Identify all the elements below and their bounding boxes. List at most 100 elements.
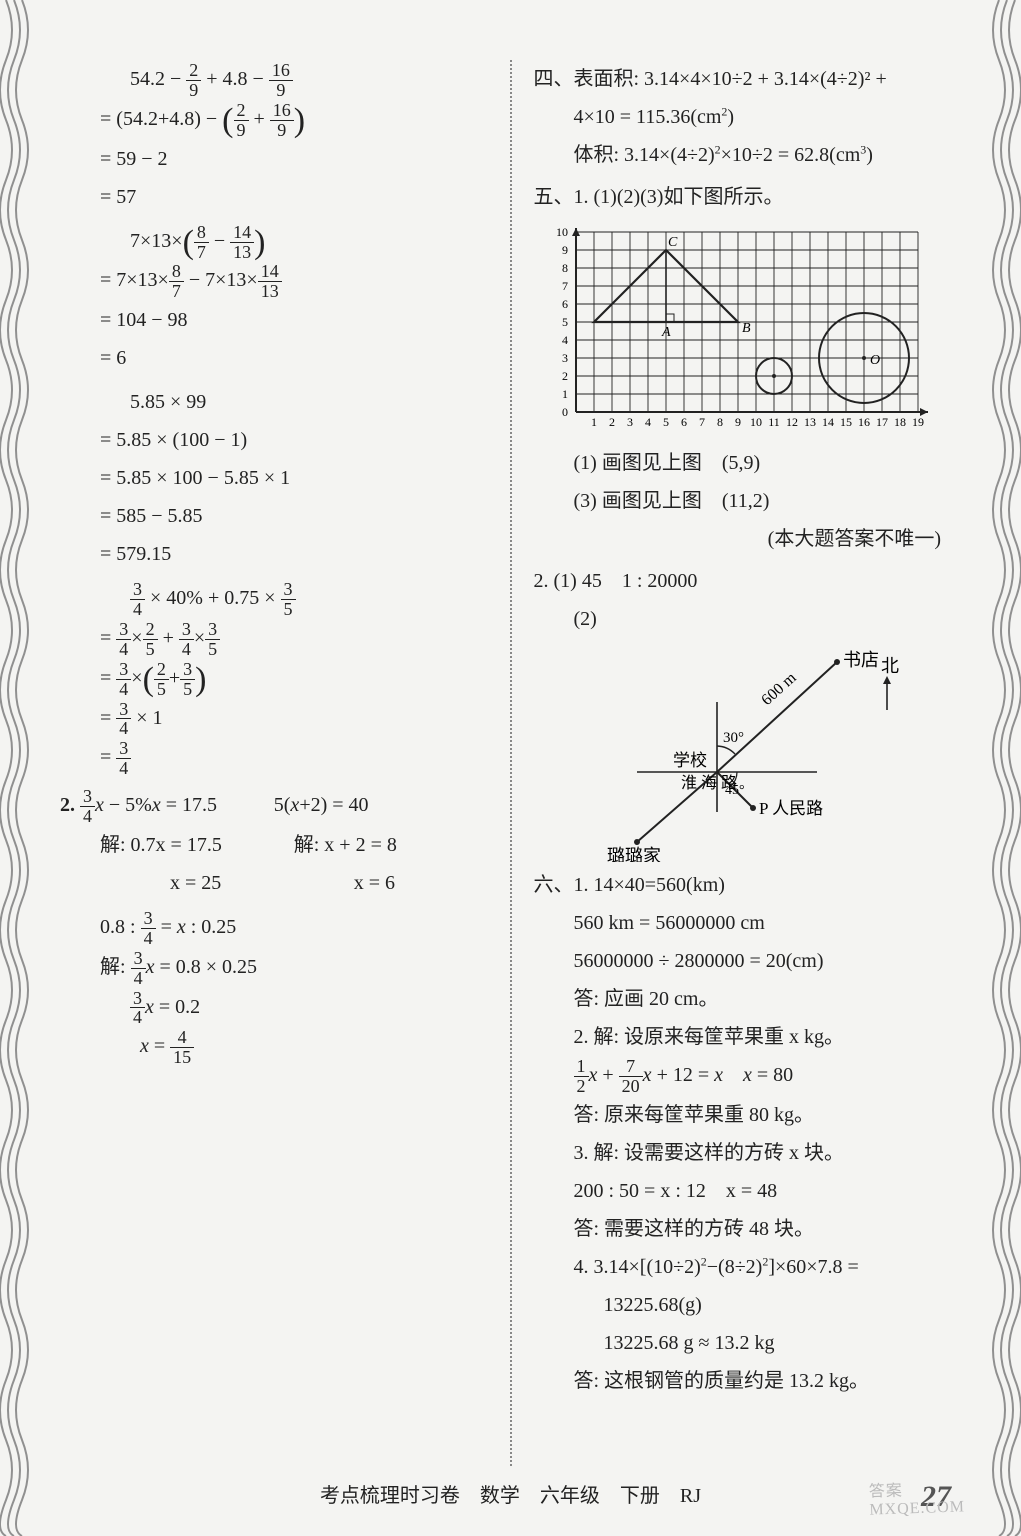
svg-text:A: A [661, 325, 671, 340]
svg-text:7: 7 [562, 279, 568, 293]
sec6-q1-l2: 560 km = 56000000 cm [534, 904, 962, 942]
svg-text:2: 2 [609, 415, 615, 429]
calc2-line4: = 6 [60, 339, 488, 377]
sec6-q1-l4: 答: 应画 20 cm。 [534, 980, 962, 1018]
calc3-line5: = 579.15 [60, 535, 488, 573]
p2-eq1-q: 2. 34x − 5%x = 17.5 [60, 786, 274, 826]
svg-text:4: 4 [645, 415, 651, 429]
svg-text:C: C [668, 235, 678, 250]
border-left-wave [0, 0, 36, 1536]
svg-text:6: 6 [562, 297, 568, 311]
svg-text:0: 0 [562, 405, 568, 419]
svg-text:1: 1 [562, 387, 568, 401]
svg-text:10: 10 [750, 415, 762, 429]
svg-text:10: 10 [556, 225, 568, 239]
svg-text:北: 北 [881, 656, 899, 676]
sec4-line2: 4×10 = 115.36(cm2) [534, 98, 962, 136]
svg-text:淮 海 路: 淮 海 路 [681, 774, 737, 792]
calc3-line3: = 5.85 × 100 − 5.85 × 1 [60, 459, 488, 497]
calc1-line1: 54.2 − 29 + 4.8 − 169 [60, 60, 488, 100]
calc3-line4: = 585 − 5.85 [60, 497, 488, 535]
border-right-wave [985, 0, 1021, 1536]
sec5-q1-b: (3) 画图见上图 (11,2) [534, 482, 962, 520]
sec5-q1-a: (1) 画图见上图 (5,9) [534, 444, 962, 482]
svg-text:9: 9 [562, 243, 568, 257]
svg-text:5: 5 [562, 315, 568, 329]
svg-text:8: 8 [717, 415, 723, 429]
sec6-q3-l3: 答: 需要这样的方砖 48 块。 [534, 1210, 962, 1248]
sec6-q1-l1: 六、1. 14×40=560(km) [534, 866, 962, 904]
grid-plot: A B C O 12345678910111213141516171819012… [546, 222, 946, 442]
calc2-line2: = 7×13×87 − 7×13×1413 [60, 261, 488, 301]
p2-eq2-q: 5(x+2) = 40 [274, 786, 488, 826]
svg-text:16: 16 [858, 415, 870, 429]
sec6-q4-l3: 13225.68 g ≈ 13.2 kg [534, 1324, 962, 1362]
sec6-q2-l3: 答: 原来每筐苹果重 80 kg。 [534, 1096, 962, 1134]
p2-eq3-q: 0.8 : 34 = x : 0.25 [60, 908, 488, 948]
p2-eq3-s1: 解: 34x = 0.8 × 0.25 [60, 948, 488, 988]
sec6-q4-l4: 答: 这根钢管的质量约是 13.2 kg。 [534, 1362, 962, 1400]
svg-text:4: 4 [562, 333, 568, 347]
svg-text:学校: 学校 [673, 751, 707, 770]
p2-eq1-s1: 解: 0.7x = 17.5 [60, 826, 294, 864]
content-area: 54.2 − 29 + 4.8 − 169 = (54.2+4.8) − (29… [60, 60, 961, 1466]
calc1-line3: = 59 − 2 [60, 140, 488, 178]
calc4-line1: 34 × 40% + 0.75 × 35 [60, 579, 488, 619]
svg-text:P 人民路: P 人民路 [759, 799, 823, 818]
p2-eq3-s3: x = 415 [60, 1027, 488, 1067]
svg-text:1: 1 [591, 415, 597, 429]
svg-text:2: 2 [562, 369, 568, 383]
sec5-q2-header: 2. (1) 45 1 : 20000 [534, 562, 962, 600]
left-column: 54.2 − 29 + 4.8 − 169 = (54.2+4.8) − (29… [60, 60, 506, 1466]
svg-text:3: 3 [562, 351, 568, 365]
sec6-q4-l2: 13225.68(g) [534, 1286, 962, 1324]
svg-text:19: 19 [912, 415, 924, 429]
svg-text:13: 13 [804, 415, 816, 429]
sec6-q2-l2: 12x + 720x + 12 = x x = 80 [534, 1056, 962, 1096]
calc4-line3: = 34×(25+35) [60, 659, 488, 699]
direction-map: 书店 600 m 30° P 人民路 45° 璐璐家 [567, 642, 927, 862]
sec6-q1-l3: 56000000 ÷ 2800000 = 20(cm) [534, 942, 962, 980]
sec6-q3-l1: 3. 解: 设需要这样的方砖 x 块。 [534, 1134, 962, 1172]
svg-text:18: 18 [894, 415, 906, 429]
sec6-q3-l2: 200 : 50 = x : 12 x = 48 [534, 1172, 962, 1210]
sec5-header: 五、1. (1)(2)(3)如下图所示。 [534, 178, 962, 216]
calc4-line5: = 34 [60, 738, 488, 778]
sec6-q2-l1: 2. 解: 设原来每筐苹果重 x kg。 [534, 1018, 962, 1056]
right-column: 四、表面积: 3.14×4×10÷2 + 3.14×(4÷2)² + 4×10 … [516, 60, 962, 1466]
svg-text:B: B [742, 321, 751, 336]
calc1-line2: = (54.2+4.8) − (29 + 169) [60, 100, 488, 140]
svg-text:11: 11 [768, 415, 780, 429]
calc2-line3: = 104 − 98 [60, 301, 488, 339]
watermark: 答案MXQE.COM [869, 1474, 966, 1519]
p2-label: 2. [60, 794, 75, 816]
svg-text:书店: 书店 [843, 650, 879, 670]
sec4-line3: 体积: 3.14×(4÷2)2×10÷2 = 62.8(cm3) [534, 136, 962, 174]
svg-text:17: 17 [876, 415, 888, 429]
calc3-line2: = 5.85 × (100 − 1) [60, 421, 488, 459]
svg-text:5: 5 [663, 415, 669, 429]
sec4-line1: 四、表面积: 3.14×4×10÷2 + 3.14×(4÷2)² + [534, 60, 962, 98]
svg-text:14: 14 [822, 415, 834, 429]
svg-text:O: O [870, 353, 880, 368]
svg-text:6: 6 [681, 415, 687, 429]
sec5-q1-note: (本大题答案不唯一) [534, 520, 962, 558]
p2-eq1-s2: x = 25 [60, 864, 304, 902]
sec5-q2-sub: (2) [534, 600, 962, 638]
svg-text:15: 15 [840, 415, 852, 429]
calc1-line4: = 57 [60, 178, 488, 216]
sec6-q4-l1: 4. 3.14×[(10÷2)2−(8÷2)2]×60×7.8 = [534, 1248, 962, 1286]
svg-text:12: 12 [786, 415, 798, 429]
svg-text:600 m: 600 m [759, 669, 801, 709]
calc4-line2: = 34×25 + 34×35 [60, 619, 488, 659]
calc3-line1: 5.85 × 99 [60, 383, 488, 421]
column-divider [510, 60, 512, 1466]
svg-text:8: 8 [562, 261, 568, 275]
p2-eq3-s2: 34x = 0.2 [60, 988, 488, 1028]
page: 54.2 − 29 + 4.8 − 169 = (54.2+4.8) − (29… [0, 0, 1021, 1536]
p2-eq2-s1: 解: x + 2 = 8 [294, 826, 488, 864]
calc4-line4: = 34 × 1 [60, 699, 488, 739]
p2-eq2-s2: x = 6 [304, 864, 488, 902]
svg-text:9: 9 [735, 415, 741, 429]
svg-text:璐璐家: 璐璐家 [607, 846, 661, 862]
